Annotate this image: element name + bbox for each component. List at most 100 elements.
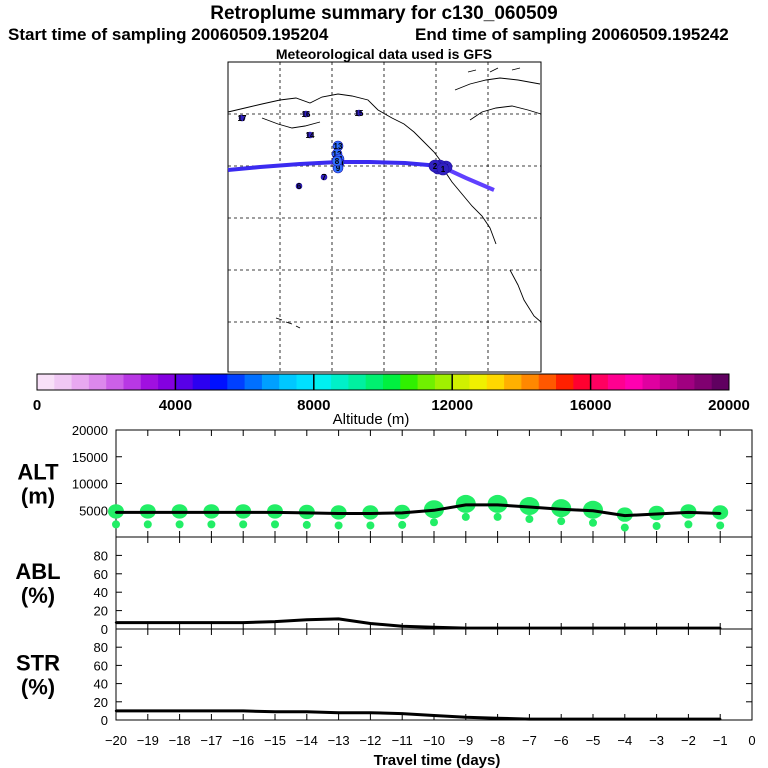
data-point: [305, 710, 308, 714]
x-tick-label: −20: [105, 733, 127, 748]
data-point: [273, 620, 277, 623]
colorbar-tick-label: 12000: [431, 397, 473, 414]
colorbar-swatch: [140, 374, 159, 390]
y-tick-label: 0: [101, 622, 108, 637]
colorbar-tick-label: 8000: [297, 397, 330, 414]
colorbar-swatch: [210, 374, 228, 390]
day-marker: 8: [331, 155, 343, 167]
x-tick-label: −5: [586, 733, 601, 748]
data-point: [464, 503, 467, 507]
data-point: [146, 511, 149, 514]
data-point: [560, 507, 563, 511]
y-tick-label: 5000: [79, 503, 108, 518]
y-tick-label: 80: [94, 640, 108, 655]
plume-spread: [525, 515, 534, 524]
colorbar-swatch: [348, 374, 367, 390]
colorbar-swatch: [504, 374, 522, 390]
data-point: [369, 622, 372, 625]
series-line: [116, 503, 721, 518]
x-tick-label: −4: [617, 733, 632, 748]
colorbar-swatch: [158, 374, 176, 390]
x-tick-label: −1: [713, 733, 728, 748]
y-tick-label: 15000: [72, 450, 108, 465]
colorbar-swatch: [556, 374, 574, 390]
plume-spread: [557, 517, 566, 526]
colorbar-swatch: [261, 374, 280, 390]
colorbar-swatch: [175, 374, 194, 390]
data-point: [719, 717, 722, 721]
data-point: [496, 716, 499, 720]
x-tick-label: −15: [264, 733, 286, 748]
day-marker-label: 16: [302, 110, 311, 119]
colorbar-swatch: [677, 374, 695, 390]
plume-spread: [684, 520, 693, 529]
data-point: [432, 714, 436, 717]
colorbar-swatch: [71, 374, 90, 390]
start-time-label: Start time of sampling 20060509.195204: [8, 25, 329, 44]
data-point: [210, 621, 213, 624]
colorbar-swatch: [123, 374, 142, 390]
plume-spread: [461, 512, 470, 521]
panel-alt: 5000 10000 15000 20000 ALT (m): [17, 423, 753, 538]
plume-spread: [271, 520, 279, 529]
day-marker-label: 8: [335, 157, 340, 166]
colorbar-swatch: [521, 374, 540, 390]
day-marker: 7: [320, 173, 328, 182]
panel-ylabel: STR (%): [16, 651, 60, 700]
y-tick-label: 60: [94, 567, 108, 582]
data-point: [496, 503, 499, 507]
plume-spread: [366, 521, 375, 530]
colorbar-swatch: [54, 374, 73, 390]
plume-spread: [112, 520, 120, 529]
x-tick-label: −8: [490, 733, 505, 748]
data-point: [242, 511, 245, 514]
colorbar-swatch: [37, 374, 55, 390]
y-tick-label: 20: [94, 604, 108, 619]
data-point: [146, 709, 149, 713]
colorbar-swatch: [538, 374, 557, 390]
x-tick-label: 0: [748, 733, 755, 748]
colorbar-label: Altitude (m): [333, 411, 410, 428]
x-tick-label: −9: [458, 733, 473, 748]
x-tick-label: −12: [359, 733, 381, 748]
plume-spread: [239, 520, 248, 529]
time-series-panels: 5000 10000 15000 20000 ALT (m) 0 20 40 60 80 ABL (%)…: [15, 423, 753, 728]
data-point: [623, 717, 626, 721]
data-point: [210, 709, 213, 713]
plume-spread: [589, 518, 597, 527]
x-axis-label: Travel time (days): [374, 752, 501, 768]
map-coastlines: [227, 67, 542, 329]
colorbar-swatch: [400, 374, 419, 390]
day-marker: 6: [295, 182, 303, 191]
panel-frame: [115, 628, 753, 721]
panel-frame: [115, 536, 753, 630]
x-tick-label: −13: [328, 733, 350, 748]
y-tick-label: 40: [94, 585, 108, 600]
x-axis-ticks: −20 −19 −18 −17 −16 −15 −14 −13 −12 −11 −10 −9 −8 −7−…: [105, 733, 756, 748]
plume-spread: [207, 520, 216, 529]
day-marker-label: 14: [306, 131, 315, 140]
series-line: [116, 617, 721, 630]
colorbar-tick-labels: 0 4000 8000 12000 16000 20000: [33, 397, 750, 414]
y-tick-label: 80: [94, 548, 108, 563]
x-tick-label: −11: [392, 733, 413, 748]
x-tick-label: −16: [232, 733, 254, 748]
plume-spread: [175, 520, 184, 529]
day-marker: 17: [238, 114, 247, 123]
colorbar-swatch: [106, 374, 124, 390]
data-point: [242, 709, 245, 713]
trajectory-map: 1716151413121110987654321: [227, 61, 542, 373]
y-tick-label: 0: [101, 713, 108, 728]
colorbar-tick-label: 16000: [570, 397, 612, 414]
data-point: [146, 621, 149, 624]
data-point: [528, 505, 531, 509]
colorbar-swatch: [434, 374, 453, 390]
day-marker: 16: [302, 110, 311, 119]
colorbar-swatch: [590, 374, 609, 390]
day-marker: 14: [306, 131, 315, 140]
colorbar-swatch: [694, 374, 713, 390]
data-point: [273, 710, 277, 714]
colorbar-tick-label: 20000: [708, 397, 750, 414]
panel-abl: 0 20 40 60 80 ABL (%): [15, 536, 753, 637]
plume-spread: [143, 520, 152, 529]
